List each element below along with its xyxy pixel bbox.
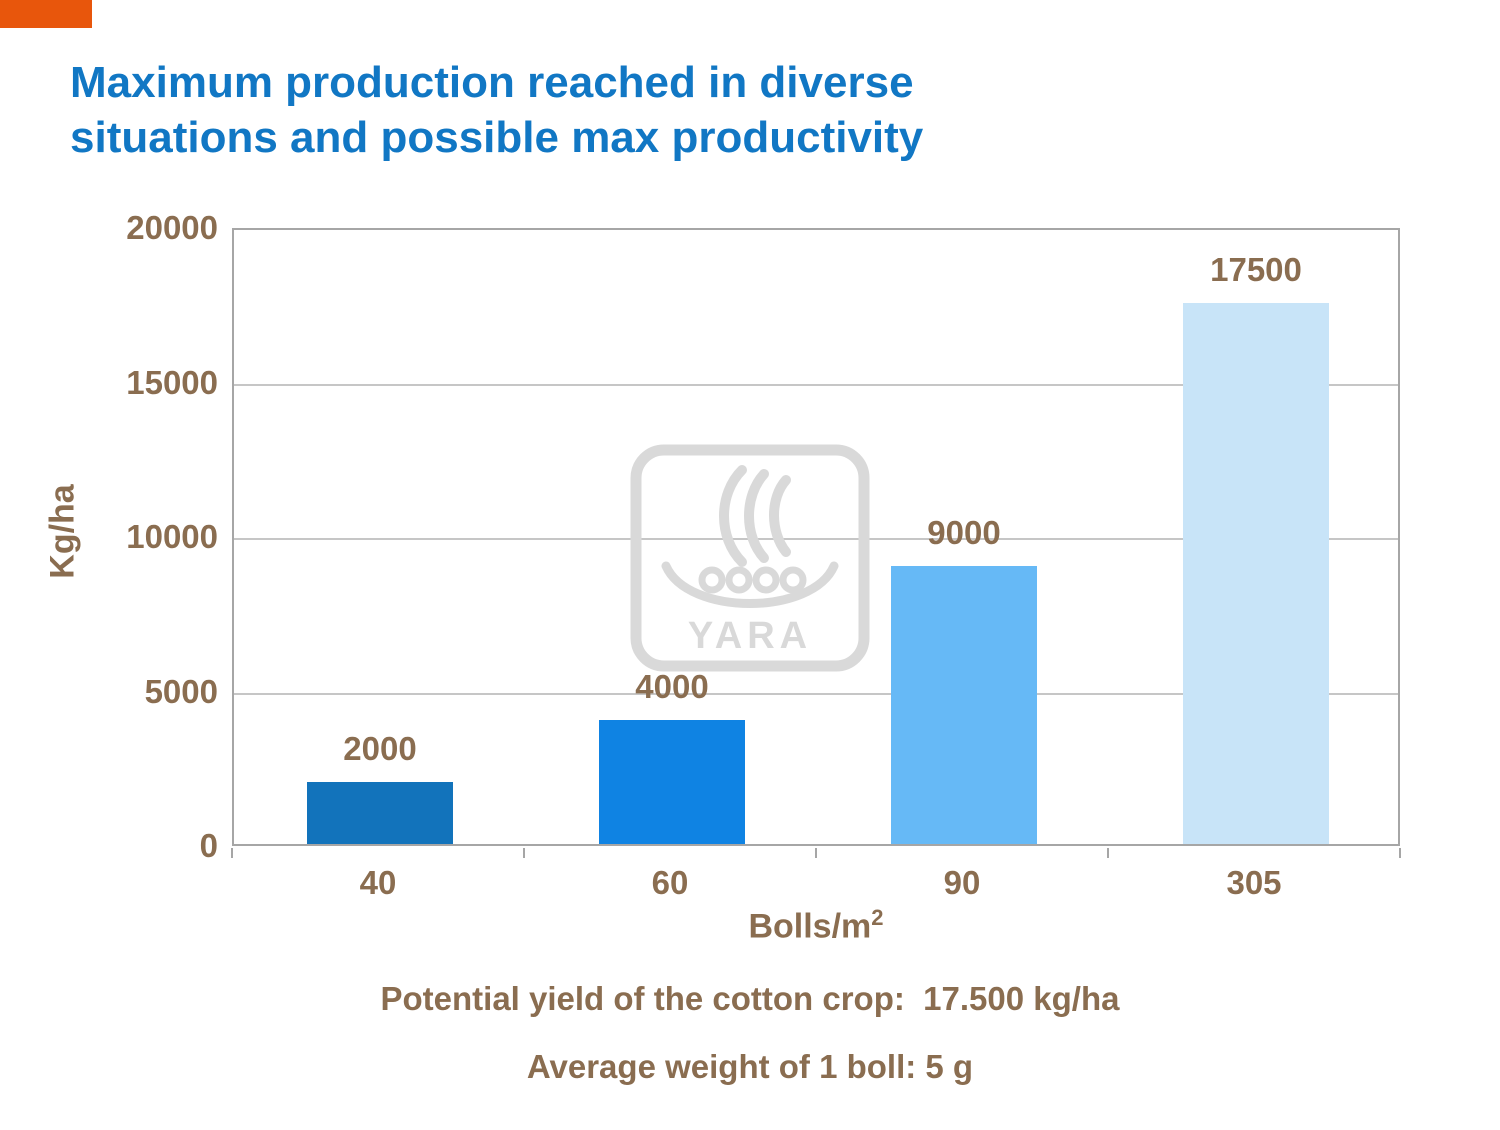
x-axis-tickmark xyxy=(815,848,817,858)
chart-title-line1: Maximum production reached in diverse xyxy=(70,58,914,107)
y-tick-label: 0 xyxy=(199,827,218,864)
x-axis-tickmark xyxy=(231,848,233,858)
footnote-potential-yield: Potential yield of the cotton crop: 17.5… xyxy=(380,980,1120,1017)
x-axis-tickmark xyxy=(1399,848,1401,858)
corner-accent-bar xyxy=(0,0,92,28)
y-tick-label: 15000 xyxy=(126,363,218,401)
watermark-wordmark: YARA xyxy=(688,615,812,657)
chart-title: Maximum production reached in diverse si… xyxy=(70,56,1170,165)
gridline xyxy=(234,538,1398,540)
x-axis-tickmark xyxy=(1107,848,1109,858)
bar-value-label: 2000 xyxy=(343,730,417,768)
y-tick-label: 10000 xyxy=(126,518,218,555)
bar-value-label: 4000 xyxy=(635,668,709,706)
logo-frame xyxy=(630,444,870,672)
bar-category-90 xyxy=(891,565,1037,844)
x-axis-tickmark xyxy=(523,848,525,858)
x-tick-label: 305 xyxy=(1226,864,1282,901)
plot-area: YARA 2000 4000 9000 17500 xyxy=(232,228,1400,846)
x-tick-label: 40 xyxy=(359,864,397,901)
y-axis-labels: 0 5000 10000 15000 20000 xyxy=(80,209,218,864)
x-axis-title-base: Bolls/m xyxy=(748,907,872,946)
x-axis-title: Bolls/m2 xyxy=(232,905,1400,946)
x-axis-tickmarks xyxy=(231,848,1401,860)
y-tick-label: 20000 xyxy=(126,209,218,246)
bar-value-label: 9000 xyxy=(927,513,1001,551)
chart-title-line2: situations and possible max productivity xyxy=(70,112,924,162)
x-tick-label: 90 xyxy=(943,864,981,901)
bar-value-label: 17500 xyxy=(1210,251,1302,289)
y-tick-label: 5000 xyxy=(144,672,218,710)
y-axis-title: Kg/ha xyxy=(43,484,82,579)
x-tick-label: 60 xyxy=(651,864,689,901)
yara-logo-watermark: YARA xyxy=(630,444,870,672)
viking-ship-icon xyxy=(661,465,839,608)
bar-category-40 xyxy=(307,782,453,844)
footnote-boll-weight: Average weight of 1 boll: 5 g xyxy=(526,1048,974,1085)
x-axis-labels: 40 60 90 305 xyxy=(232,864,1400,906)
gridline xyxy=(234,383,1398,386)
x-axis-title-superscript: 2 xyxy=(871,905,884,930)
gridline xyxy=(234,692,1398,695)
bar-category-60 xyxy=(599,720,745,844)
bar-category-305 xyxy=(1183,303,1329,844)
